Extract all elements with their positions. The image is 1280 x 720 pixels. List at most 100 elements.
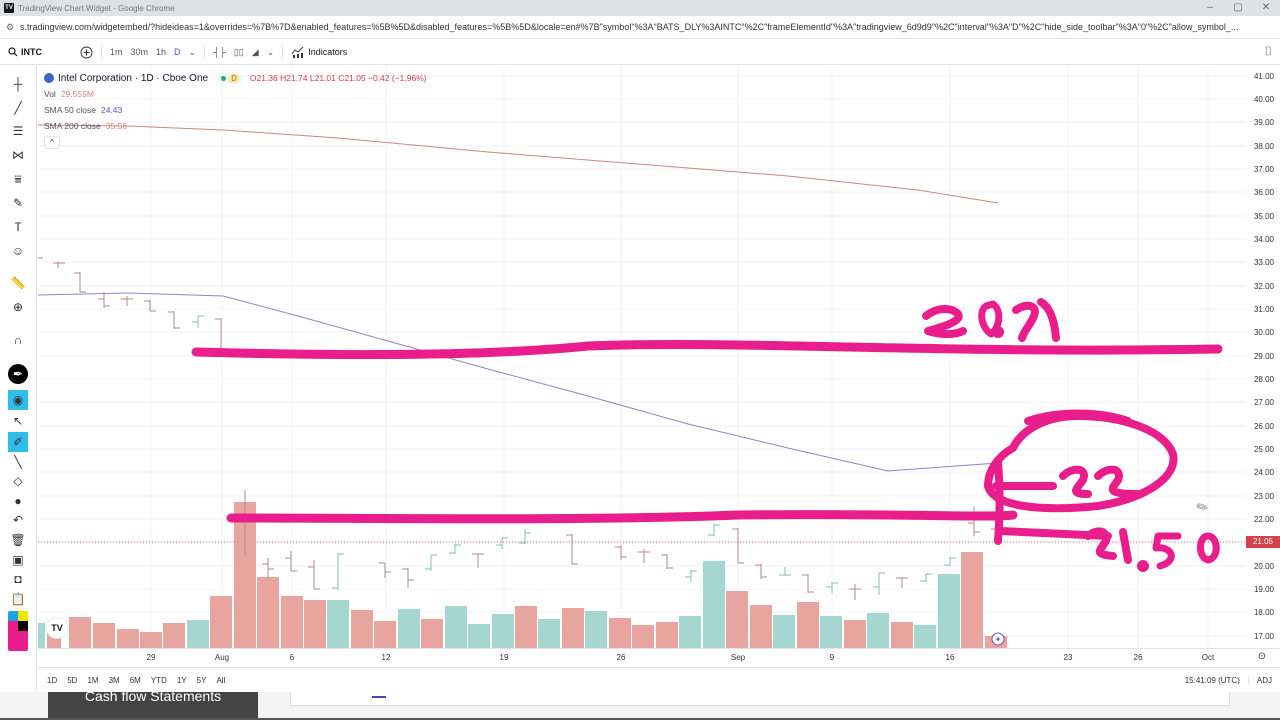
zoom-in-icon[interactable]: ⊕	[12, 300, 24, 314]
collapse-legend-button[interactable]: ^	[44, 136, 60, 149]
highlighter-icon[interactable]: ✐	[8, 432, 28, 452]
interval-1m[interactable]: 1m	[110, 47, 123, 57]
range-ytd[interactable]: YTD	[150, 675, 167, 685]
range-1m[interactable]: 1M	[87, 675, 99, 685]
replay-marker-icon[interactable]	[991, 632, 1005, 646]
y-tick: 35.00	[1253, 212, 1274, 221]
trend-line-icon[interactable]: ╱	[14, 101, 22, 115]
emoji-icon[interactable]: ☺	[11, 244, 25, 258]
y-tick: 36.00	[1253, 188, 1274, 197]
sma50-legend[interactable]: SMA 50 close 24.43	[44, 105, 123, 115]
pattern-icon[interactable]: ⋈	[12, 148, 24, 162]
time-axis[interactable]: 29 Aug 6 12 19 26 Sep 9 16 23 26 Oct ⊙	[38, 648, 1280, 666]
brush-icon[interactable]: ✎	[12, 196, 24, 210]
tradingview-logo[interactable]: TV	[46, 617, 68, 639]
pen-logo-icon[interactable]: ✒	[8, 364, 28, 384]
intel-logo-icon	[44, 73, 54, 83]
chart-pane[interactable]: ✦ ✎ Intel Corp	[37, 66, 1246, 648]
address-bar[interactable]: ⚙ s.tradingview.com/widgetembed/?hideide…	[0, 16, 1280, 39]
ohlc-values: O21.36 H21.74 L21.01 C21.05 −0.42 (−1.96…	[249, 73, 427, 83]
camera-icon[interactable]: ⌷	[1264, 44, 1272, 58]
cursor-icon[interactable]: ↖	[12, 414, 24, 428]
y-tick: 31.00	[1253, 305, 1274, 314]
y-tick: 40.00	[1253, 95, 1274, 104]
trash-icon[interactable]: 🗑	[10, 533, 26, 547]
symbol-title[interactable]: Intel Corporation · 1D · Cboe One	[58, 72, 209, 84]
indicators-button[interactable]: Indicators	[287, 46, 351, 58]
drawing-toolbar: ┼ ╱ ☰ ⋈ ⩸ ✎ T ☺ 📏 ⊕ ∩ ✒ ◉ ↖ ✐ ╲ ◇ ● ↶ 🗑 …	[0, 66, 37, 692]
area-style-icon[interactable]: ◢	[251, 46, 259, 57]
adjust-toggle[interactable]: ADJ	[1256, 675, 1272, 685]
crosshair-icon[interactable]: ┼	[13, 77, 23, 91]
clipboard-icon[interactable]: 📋	[10, 592, 26, 606]
background-panel	[290, 692, 1230, 706]
y-tick: 25.00	[1253, 445, 1274, 454]
sma200-legend[interactable]: SMA 200 close 35.56	[44, 121, 127, 131]
y-tick: 19.00	[1253, 585, 1274, 594]
dot-icon[interactable]: ●	[14, 494, 22, 508]
compare-symbol-button[interactable]	[76, 46, 97, 59]
market-status-badge[interactable]: D	[218, 73, 242, 83]
x-tick: Oct	[1201, 653, 1215, 662]
x-tick: 29	[146, 653, 156, 662]
indicators-icon	[291, 46, 304, 58]
camera-capture-icon[interactable]: ◘	[14, 572, 22, 586]
range-3m[interactable]: 3M	[108, 675, 120, 685]
volume-legend[interactable]: Vol 29.555M	[44, 89, 94, 99]
y-tick: 24.00	[1253, 468, 1274, 477]
background-page: Cash flow Statements	[0, 692, 1280, 720]
x-tick: 26	[1133, 653, 1143, 662]
y-tick: 30.00	[1253, 328, 1274, 337]
indicators-label: Indicators	[308, 47, 348, 57]
y-tick: 26.00	[1253, 422, 1274, 431]
ruler-icon[interactable]: 📏	[10, 276, 26, 290]
range-5y[interactable]: 5Y	[196, 675, 207, 685]
color-palette[interactable]	[8, 611, 28, 651]
range-5d[interactable]: 5D	[67, 675, 78, 685]
y-tick: 34.00	[1253, 235, 1274, 244]
price-axis[interactable]: 41.00 40.00 39.00 38.00 37.00 36.00 35.0…	[1246, 66, 1280, 648]
interval-d[interactable]: D	[174, 47, 181, 57]
range-1y[interactable]: 1Y	[176, 675, 187, 685]
screen-paint-icon[interactable]: ▣	[12, 553, 24, 567]
x-tick: 12	[381, 653, 391, 662]
current-price-tag: 21.05	[1246, 536, 1280, 548]
undo-icon[interactable]: ↶	[12, 513, 24, 527]
utc-clock[interactable]: 15:41:09 (UTC)	[1177, 675, 1249, 685]
taskbar-edge	[0, 718, 1280, 720]
magnet-icon[interactable]: ∩	[13, 333, 23, 347]
fib-retracement-icon[interactable]: ☰	[12, 124, 24, 138]
y-tick: 38.00	[1253, 142, 1274, 151]
maximize-button[interactable]: ▢	[1233, 2, 1243, 13]
y-tick: 28.00	[1253, 375, 1274, 384]
eye-icon[interactable]: ◉	[8, 390, 28, 410]
url-text[interactable]: s.tradingview.com/widgetembed/?hideideas…	[20, 22, 1239, 32]
date-range-bar: 1D 5D 1M 3M 6M YTD 1Y 5Y All 15:41:09 (U…	[38, 667, 1280, 692]
candle-style-icon[interactable]: ▯▯	[233, 46, 244, 57]
site-info-icon[interactable]: ⚙	[5, 21, 15, 32]
eraser-icon[interactable]: ◇	[13, 474, 23, 488]
bar-style-icon[interactable]: ┤├	[213, 47, 226, 57]
x-tick: 9	[829, 653, 835, 662]
text-icon[interactable]: T	[14, 220, 22, 234]
range-all[interactable]: All	[216, 675, 226, 685]
interval-dropdown-chevron-icon[interactable]: ⌄	[188, 46, 197, 57]
interval-1h[interactable]: 1h	[156, 47, 167, 57]
pencil-icon[interactable]: ╲	[14, 455, 22, 469]
prediction-icon[interactable]: ⩸	[14, 171, 22, 186]
axis-settings-icon[interactable]: ⊙	[1257, 651, 1267, 662]
range-6m[interactable]: 6M	[129, 675, 141, 685]
minimize-button[interactable]: –	[1207, 2, 1213, 13]
chart-style-chevron-icon[interactable]: ⌄	[266, 46, 275, 57]
x-tick: 26	[616, 653, 626, 662]
cash-flow-statements-button[interactable]: Cash flow Statements	[48, 692, 258, 720]
price-chart[interactable]: ✦ ✎	[37, 66, 1246, 648]
range-1d[interactable]: 1D	[47, 675, 58, 685]
interval-30m[interactable]: 30m	[130, 47, 149, 57]
y-tick: 27.00	[1253, 398, 1274, 407]
y-tick: 37.00	[1253, 165, 1274, 174]
symbol-search[interactable]: INTC	[0, 47, 46, 57]
symbol-label: INTC	[21, 47, 42, 57]
x-tick: 6	[289, 653, 295, 662]
close-button[interactable]: ✕	[1261, 2, 1271, 13]
